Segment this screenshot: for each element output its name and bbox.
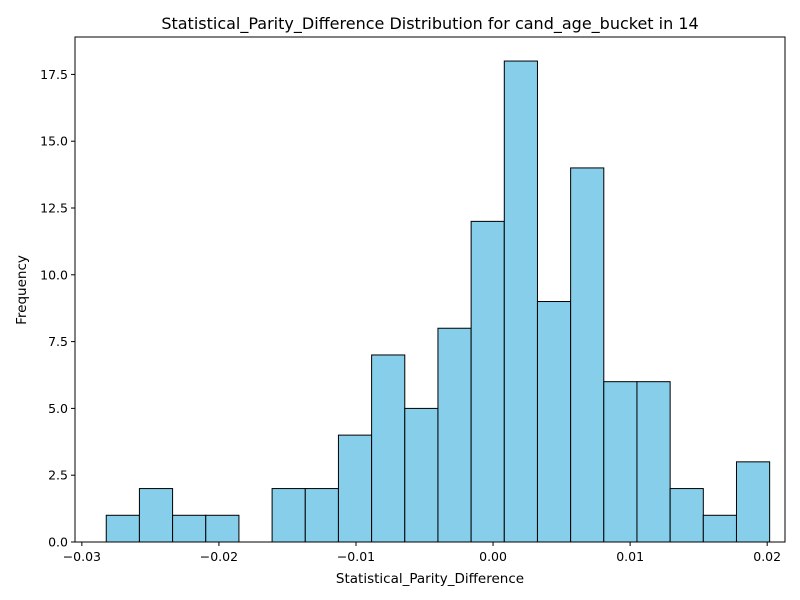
histogram-bar <box>205 514 240 543</box>
histogram-bar <box>470 220 505 543</box>
y-tick-label: 15.0 <box>40 134 68 149</box>
histogram-bar <box>735 461 771 543</box>
chart-title: Statistical_Parity_Difference Distributi… <box>161 14 698 34</box>
x-axis: −0.03 −0.02 −0.01 0.00 0.01 0.02 <box>63 542 781 564</box>
histogram-bar <box>105 514 140 543</box>
x-tick-label: 0.00 <box>479 549 507 564</box>
histogram-bar <box>172 514 207 543</box>
histogram-bar <box>404 407 439 543</box>
y-tick-label: 2.5 <box>48 468 68 483</box>
y-tick-label: 0.0 <box>48 535 68 550</box>
y-axis-label: Frequency <box>14 255 30 325</box>
histogram-bar <box>437 327 472 543</box>
histogram-bar <box>337 434 373 543</box>
histogram-bar <box>371 354 406 543</box>
histogram-bar <box>271 488 306 543</box>
histogram-bar <box>603 381 638 543</box>
plot-frame <box>74 36 786 543</box>
x-tick-label: −0.01 <box>337 549 375 564</box>
x-tick-label: 0.02 <box>753 549 781 564</box>
bars-group <box>105 60 771 543</box>
y-tick-label: 12.5 <box>40 201 68 216</box>
x-tick-label: −0.03 <box>63 549 101 564</box>
histogram-bar <box>702 514 737 543</box>
x-axis-label: Statistical_Parity_Difference <box>336 571 524 587</box>
x-tick-label: −0.02 <box>200 549 238 564</box>
histogram-bar <box>636 381 671 543</box>
histogram-bar <box>138 488 174 543</box>
histogram-bar <box>503 60 538 543</box>
x-tick-label: 0.01 <box>616 549 644 564</box>
y-tick-label: 7.5 <box>48 334 68 349</box>
y-tick-label: 10.0 <box>40 267 68 282</box>
histogram-bar <box>570 167 605 543</box>
histogram-bar <box>304 488 339 543</box>
y-tick-label: 5.0 <box>48 401 68 416</box>
histogram-bar <box>669 488 704 543</box>
histogram-bar <box>536 301 572 543</box>
y-tick-label: 17.5 <box>40 67 68 82</box>
y-axis: 0.0 2.5 5.0 7.5 10.0 12.5 15.0 17.5 <box>40 67 75 550</box>
